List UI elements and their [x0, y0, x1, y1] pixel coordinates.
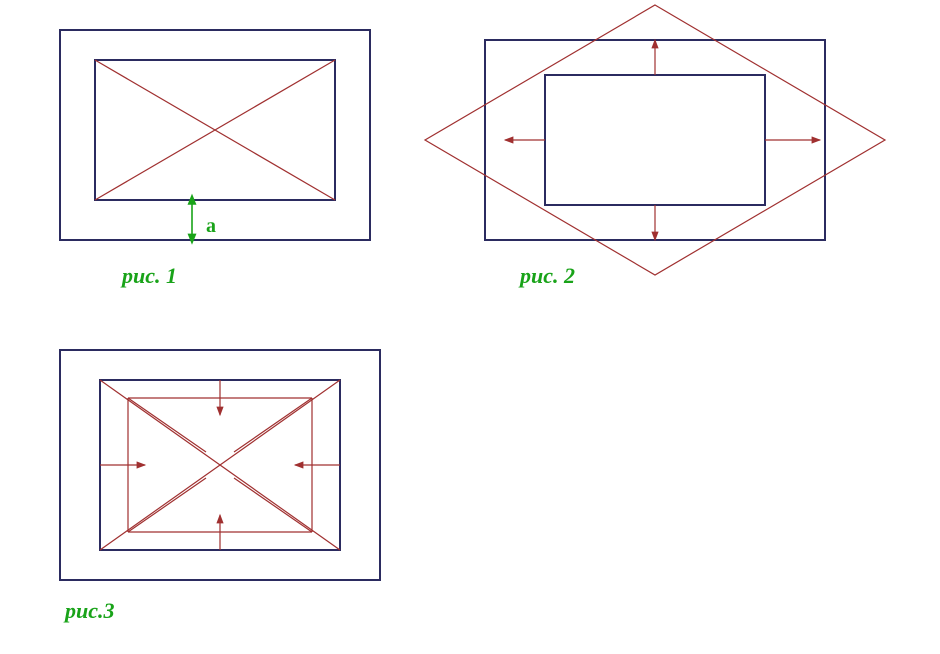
diagram-canvas: a рис. 1 рис. 2 рис.3	[0, 0, 940, 654]
fig3-inner-diag-bl	[128, 478, 206, 532]
fig3-inner-diag-tr	[234, 398, 312, 452]
fig3-caption: рис.3	[63, 598, 115, 623]
fig3-inner-diag-tl	[128, 398, 206, 452]
fig1-caption: рис. 1	[120, 263, 177, 288]
fig2-caption: рис. 2	[518, 263, 575, 288]
fig1-dimension-label: a	[206, 215, 216, 237]
fig1-outer-rect	[60, 30, 370, 240]
fig2-inner-rect	[545, 75, 765, 205]
fig3-inner-diag-br	[234, 478, 312, 532]
